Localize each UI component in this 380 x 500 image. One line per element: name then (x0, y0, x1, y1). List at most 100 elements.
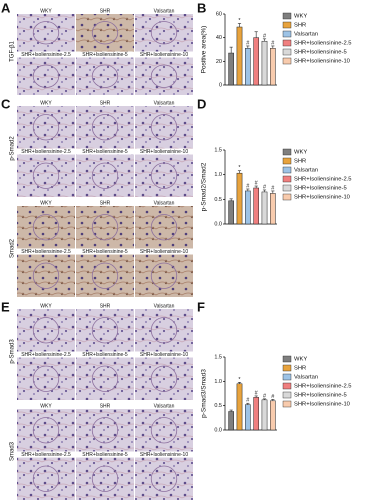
image-label: WKY (40, 201, 52, 207)
significance-marker: * (238, 18, 241, 24)
legend-label: Valsartan (294, 375, 318, 381)
row-label: TGF-β1 (10, 40, 16, 61)
legend-swatch (282, 39, 292, 47)
glomerulus (91, 365, 119, 392)
micrograph (76, 457, 134, 500)
image-label: SHR+Isoliensinine-2.5 (21, 452, 71, 458)
glomerulus (150, 21, 178, 45)
image-label: SHR+Isoliensinine-5 (82, 352, 128, 358)
micrograph (17, 309, 75, 352)
row-label: p-Smad3 (10, 339, 16, 364)
micrograph (135, 14, 193, 52)
legend-swatch (282, 193, 292, 201)
micrograph (17, 457, 75, 500)
image-label: SHR+Isoliensinine-10 (140, 52, 188, 58)
legend-label: SHR (294, 366, 306, 372)
bar (270, 48, 276, 86)
image-label: Valsartan (154, 304, 175, 310)
legend-swatch (282, 364, 292, 372)
row-label: p-Smad2 (10, 136, 16, 161)
legend-swatch (282, 48, 292, 56)
glomerulus (32, 64, 60, 88)
glomerulus (150, 365, 178, 392)
glomerulus (32, 21, 60, 45)
micrograph (135, 254, 193, 297)
y-tick-label: 0.5 (214, 403, 222, 409)
legend-label: SHR+Isoliensinine-10 (294, 402, 350, 408)
bar (236, 26, 243, 86)
glomerulus (32, 365, 60, 392)
significance-marker: # (255, 180, 259, 186)
image-label: SHR+Isoliensinine-5 (82, 149, 128, 155)
bar (228, 52, 234, 86)
glomerulus (91, 114, 119, 141)
image-label: WKY (40, 404, 52, 410)
image-label: SHR+Isoliensinine-5 (82, 452, 128, 458)
panel-letter: A (1, 0, 11, 15)
panel-letter: F (197, 299, 205, 314)
glomerulus (150, 317, 178, 344)
bar (245, 190, 251, 225)
glomerulus (32, 214, 60, 241)
legend-swatch (282, 30, 292, 38)
micrograph (135, 457, 193, 500)
micrograph (76, 206, 134, 249)
panel-letter: D (197, 96, 206, 111)
image-label: Valsartan (154, 101, 175, 107)
glomerulus (91, 417, 119, 444)
glomerulus (32, 162, 60, 189)
legend-label: SHR (294, 23, 306, 29)
micrograph (76, 14, 134, 52)
image-label: Valsartan (154, 404, 175, 410)
legend-label: Valsartan (294, 32, 318, 38)
micrograph (17, 254, 75, 297)
legend-label: SHR+Isoliensinine-10 (294, 59, 350, 65)
y-tick-label: 1.0 (214, 172, 222, 178)
glomerulus (150, 64, 178, 88)
micrograph (135, 57, 193, 95)
micrograph (76, 254, 134, 297)
bar (261, 191, 268, 225)
significance-marker: # (263, 33, 267, 39)
legend-swatch (282, 21, 292, 29)
legend-label: SHR+Isoliensinine-5 (294, 50, 347, 56)
legend-label: WKY (294, 150, 307, 156)
y-tick-label: 1.0 (214, 379, 222, 385)
bar (270, 193, 276, 225)
image-label: SHR+Isoliensinine-2.5 (21, 249, 71, 255)
micrograph (135, 106, 193, 149)
bar (228, 411, 234, 431)
image-label: SHR+Isoliensinine-2.5 (21, 352, 71, 358)
bar (253, 187, 259, 225)
legend-label: WKY (294, 357, 307, 363)
glomerulus (150, 114, 178, 141)
significance-marker: # (255, 390, 259, 396)
micrograph (17, 409, 75, 452)
bar (270, 400, 276, 431)
image-label: SHR+Isoliensinine-5 (82, 52, 128, 58)
y-tick-label: 1.5 (214, 354, 222, 360)
micrograph (76, 357, 134, 400)
micrograph (135, 309, 193, 352)
significance-marker: * (238, 165, 241, 171)
legend-label: SHR+Isoliensinine-2.5 (294, 384, 352, 390)
glomerulus (91, 214, 119, 241)
y-tick-label: 0.0 (214, 427, 222, 433)
micrograph (17, 206, 75, 249)
glomerulus (150, 162, 178, 189)
row-label: Smad3 (10, 441, 16, 461)
significance-marker: # (246, 40, 250, 46)
micrograph (135, 154, 193, 197)
bar (228, 200, 234, 225)
y-axis-title: Positive area(%) (201, 26, 208, 74)
legend-swatch (282, 157, 292, 165)
glomerulus (32, 262, 60, 289)
image-label: SHR+Isoliensinine-2.5 (21, 149, 71, 155)
glomerulus (91, 262, 119, 289)
legend-swatch (282, 166, 292, 174)
micrograph (135, 357, 193, 400)
y-tick-label: 0.0 (214, 221, 222, 227)
glomerulus (150, 262, 178, 289)
legend-swatch (282, 12, 292, 20)
